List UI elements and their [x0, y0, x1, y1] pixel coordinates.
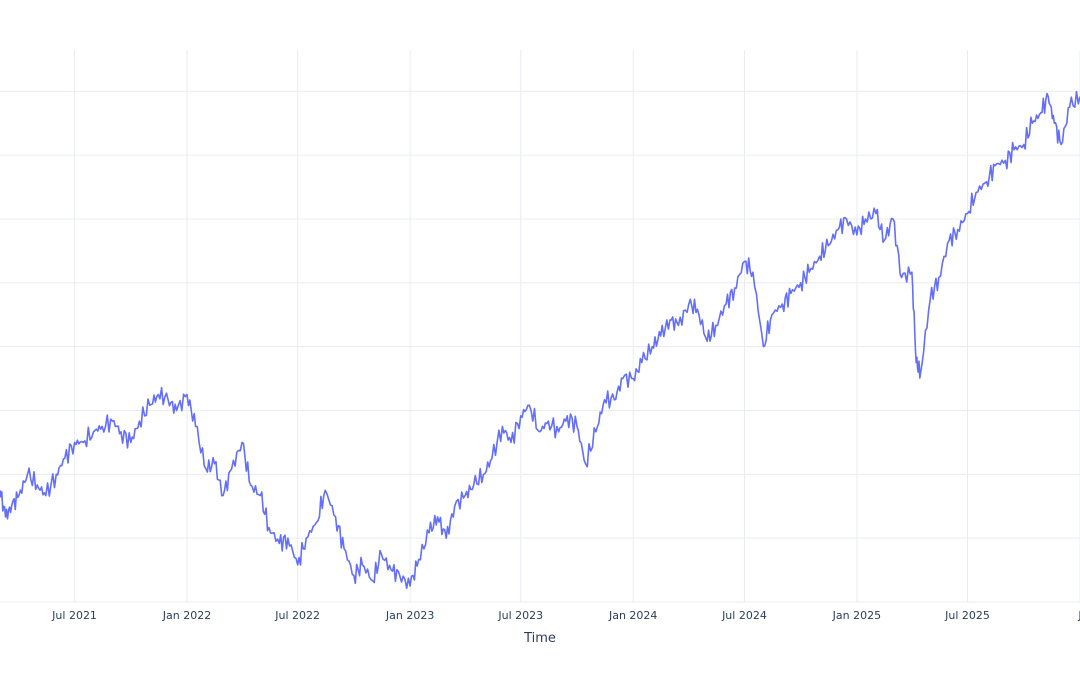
x-tick-label-7: Jan 2025 [832, 609, 881, 622]
x-tick-label-8: Jul 2025 [944, 609, 990, 622]
x-tick-label-3: Jan 2023 [385, 609, 434, 622]
x-tick-label-4: Jul 2023 [497, 609, 543, 622]
series-layer [0, 90, 1080, 589]
x-tick-labels: Jul 2021 Jan 2022 Jul 2022 Jan 2023 Jul 2023… [51, 609, 1080, 622]
x-tick-label-2: Jul 2022 [274, 609, 320, 622]
x-axis-title: Time [523, 631, 556, 646]
x-tick-label-6: Jul 2024 [721, 609, 767, 622]
x-tick-label-0: Jul 2021 [51, 609, 97, 622]
x-tick-label-1: Jan 2022 [162, 609, 211, 622]
x-tick-label-9: J [1077, 609, 1080, 622]
x-tick-label-5: Jan 2024 [608, 609, 657, 622]
x-gridlines [74, 50, 1080, 602]
series-line-0 [0, 90, 1080, 589]
y-gridlines [0, 90, 1080, 603]
